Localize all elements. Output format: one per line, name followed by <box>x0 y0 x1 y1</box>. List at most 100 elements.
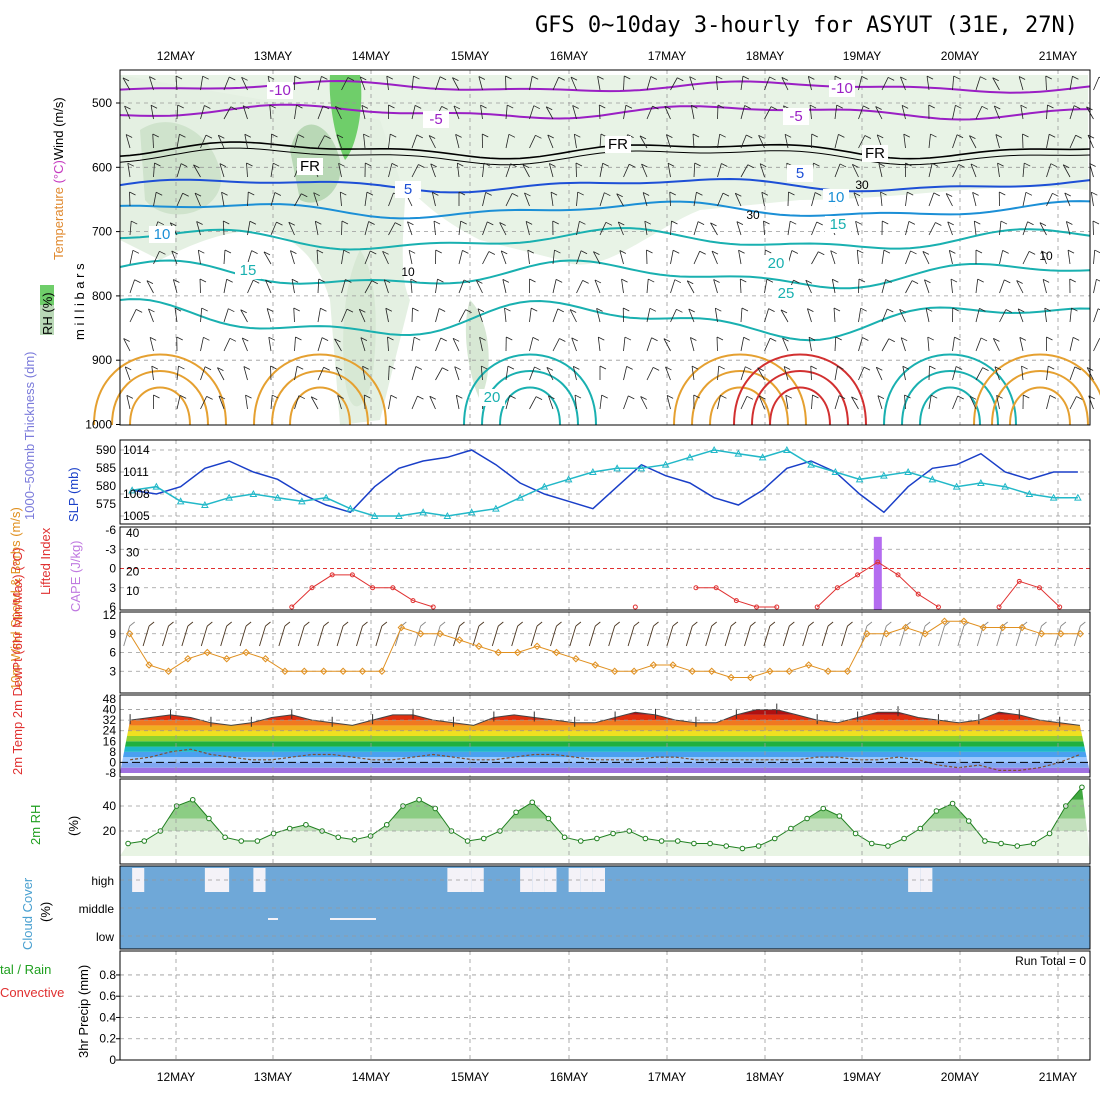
wind-barb <box>1067 250 1071 265</box>
wind-barb <box>663 338 671 352</box>
wind-barb <box>623 395 629 410</box>
surface-temp-contour <box>111 370 209 426</box>
rh-point <box>691 840 697 847</box>
slp-marker <box>855 475 864 483</box>
wind-barb <box>740 164 749 178</box>
wind-barb <box>293 307 295 323</box>
wind-barb <box>808 336 816 341</box>
date-label-top: 18MAY <box>746 49 784 63</box>
wind-barb <box>241 337 248 352</box>
cloud-tick-label: low <box>96 930 114 944</box>
wind-barb <box>1028 251 1036 255</box>
wind-barb <box>196 221 203 225</box>
wind-barb <box>901 105 909 109</box>
wind-barb <box>549 163 556 167</box>
wind-barb <box>811 221 818 236</box>
wind-barb <box>833 307 841 312</box>
wind-barb <box>129 279 135 294</box>
wind-barb <box>247 191 249 207</box>
wind-barb <box>482 133 489 138</box>
wind-barb <box>793 279 800 284</box>
surface-wind-barb <box>711 621 717 627</box>
slp-marker <box>758 453 767 461</box>
wind-barb <box>529 396 537 410</box>
wind-barb <box>838 134 845 138</box>
wind-barb <box>294 75 301 80</box>
surface-wind-barb <box>938 625 945 647</box>
wind-barb <box>811 133 818 138</box>
wind-barb <box>969 135 976 139</box>
rh-point <box>222 834 228 841</box>
wind-barb <box>691 366 695 381</box>
wind-barb <box>860 307 867 312</box>
surface-wind-barb <box>381 621 388 627</box>
temp-tick-label: 32 <box>103 713 117 727</box>
lifted-index-tick-label: -3 <box>105 542 116 556</box>
rh-point <box>432 805 439 812</box>
wind-barb <box>122 77 131 91</box>
wind-barb <box>1062 164 1071 178</box>
precip-panel <box>116 951 1090 1061</box>
lifted-index-tick-label: 0 <box>109 562 116 576</box>
contour-label-bg <box>479 389 505 406</box>
wind-barb <box>717 104 725 109</box>
wind-barb <box>646 249 653 254</box>
wind-barb <box>123 338 130 342</box>
precip-tick-label: 0.8 <box>99 968 116 982</box>
wind-barb <box>765 249 772 254</box>
wind-barb <box>855 221 859 236</box>
wind-barb <box>738 250 742 265</box>
wind-barb <box>388 222 396 236</box>
wind-barb <box>176 193 184 207</box>
wind-barb <box>717 395 721 410</box>
wind-barb <box>1050 163 1058 168</box>
contour-label: 15 <box>830 216 847 233</box>
surface-wind-barb <box>142 625 150 647</box>
wind-barb <box>735 192 742 197</box>
wind-barb <box>652 367 660 371</box>
wind-barb <box>952 366 957 381</box>
wind-barb <box>999 191 1006 196</box>
wind-barb <box>126 395 131 410</box>
temp-tick-label: 0 <box>109 755 116 769</box>
date-label-bottom: 21MAY <box>1039 1070 1077 1084</box>
wind-barb <box>574 394 582 399</box>
wind-barb <box>736 221 742 236</box>
wind-speed-point <box>533 642 541 650</box>
wind-barb <box>922 251 930 255</box>
wind-barb <box>360 337 366 352</box>
wind-barb <box>858 366 865 381</box>
wind-barb <box>902 365 910 370</box>
slp-tick-label: 1014 <box>123 443 150 457</box>
wind-barb <box>975 106 983 120</box>
slp-marker <box>225 493 233 501</box>
surface-wind-barb <box>802 625 810 647</box>
wind-barb <box>619 250 627 254</box>
wind-barb <box>818 251 825 256</box>
surface-wind-barb <box>614 621 620 627</box>
wind-barb <box>268 337 272 352</box>
wind-barb <box>525 221 533 225</box>
wind-barb <box>710 222 717 227</box>
wind-barb <box>125 366 132 371</box>
wind-barb <box>931 163 939 167</box>
wind-barb <box>198 249 205 254</box>
wind-barb <box>927 336 934 341</box>
wind-barb <box>925 307 933 312</box>
wind-barb <box>877 134 884 139</box>
wind-barb <box>411 164 419 178</box>
wind-barb <box>1074 366 1081 371</box>
wind-barb <box>529 366 535 381</box>
wind-barb <box>321 337 329 341</box>
wind-barb <box>154 162 161 167</box>
wind-barb <box>269 104 276 109</box>
wind-speed-point <box>455 636 464 644</box>
wind-barb <box>669 191 671 207</box>
wind-barb <box>952 164 959 178</box>
wind-barb <box>368 221 375 225</box>
wind-barb <box>646 367 654 381</box>
wind-speed-point <box>785 667 794 675</box>
cloud-frame <box>119 865 1091 950</box>
rh-point <box>836 813 843 819</box>
wind-barb <box>686 280 695 294</box>
